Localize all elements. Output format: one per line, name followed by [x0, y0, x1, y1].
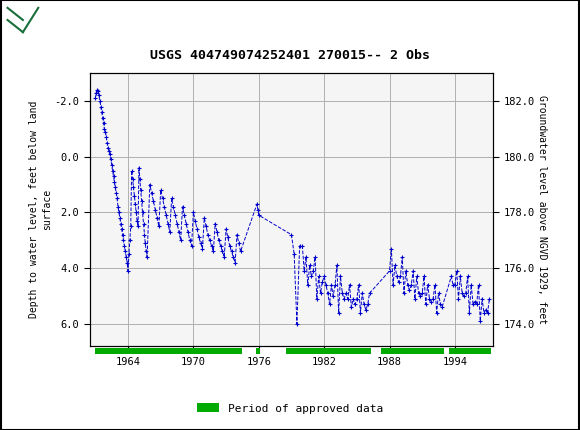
Bar — [286, 348, 371, 354]
Bar — [95, 348, 242, 354]
Y-axis label: Groundwater level above NGVD 1929, feet: Groundwater level above NGVD 1929, feet — [538, 95, 548, 324]
Bar — [450, 348, 491, 354]
FancyBboxPatch shape — [7, 5, 39, 35]
Y-axis label: Depth to water level, feet below land
surface: Depth to water level, feet below land su… — [30, 101, 52, 318]
Bar — [256, 348, 260, 354]
Bar — [381, 348, 444, 354]
Text: USGS: USGS — [49, 11, 104, 29]
Text: USGS 404749074252401 270015-- 2 Obs: USGS 404749074252401 270015-- 2 Obs — [150, 49, 430, 62]
Legend: Period of approved data: Period of approved data — [193, 399, 387, 418]
